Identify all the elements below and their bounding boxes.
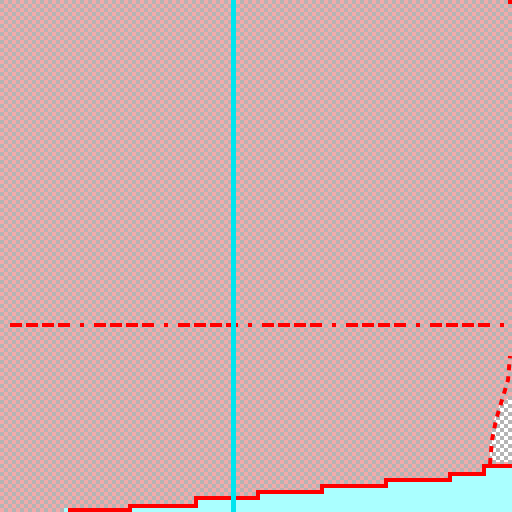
cyan-fill-region [64, 466, 512, 512]
top-right-marker [508, 0, 512, 4]
red-stepped-outline [68, 464, 512, 512]
transparent-gap-region [490, 396, 512, 462]
vertical-cursor-line[interactable] [231, 0, 236, 512]
